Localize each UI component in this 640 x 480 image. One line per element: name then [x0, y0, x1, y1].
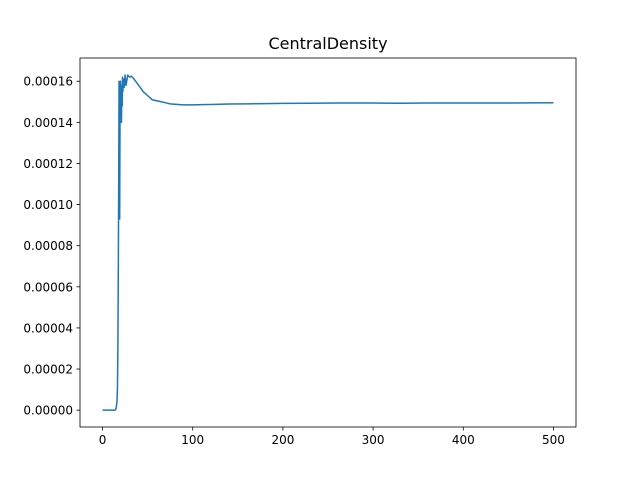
- y-tick-label: 0.00008: [23, 239, 73, 253]
- y-tick-label: 0.00012: [23, 157, 73, 171]
- x-tick-label: 400: [452, 433, 475, 447]
- x-tick-label: 300: [362, 433, 385, 447]
- plot-area: [102, 74, 554, 411]
- series-line: [102, 74, 554, 411]
- y-tick-label: 0.00004: [23, 321, 73, 335]
- x-tick-label: 0: [99, 433, 107, 447]
- y-tick-label: 0.00006: [23, 280, 73, 294]
- axes: 0 100 200 300 400 500 0.00000 0.00002 0.00004 0.0…: [23, 57, 577, 447]
- y-tick-label: 0.00000: [23, 404, 73, 418]
- x-tick-label: 100: [181, 433, 204, 447]
- y-tick-label: 0.00002: [23, 363, 73, 377]
- chart-title: CentralDensity: [268, 34, 387, 53]
- x-tick-label: 200: [271, 433, 294, 447]
- y-tick-label: 0.00014: [23, 116, 73, 130]
- y-tick-label: 0.00016: [23, 75, 73, 89]
- x-tick-label: 500: [542, 433, 565, 447]
- axes-frame: [79, 57, 577, 428]
- y-tick-label: 0.00010: [23, 198, 73, 212]
